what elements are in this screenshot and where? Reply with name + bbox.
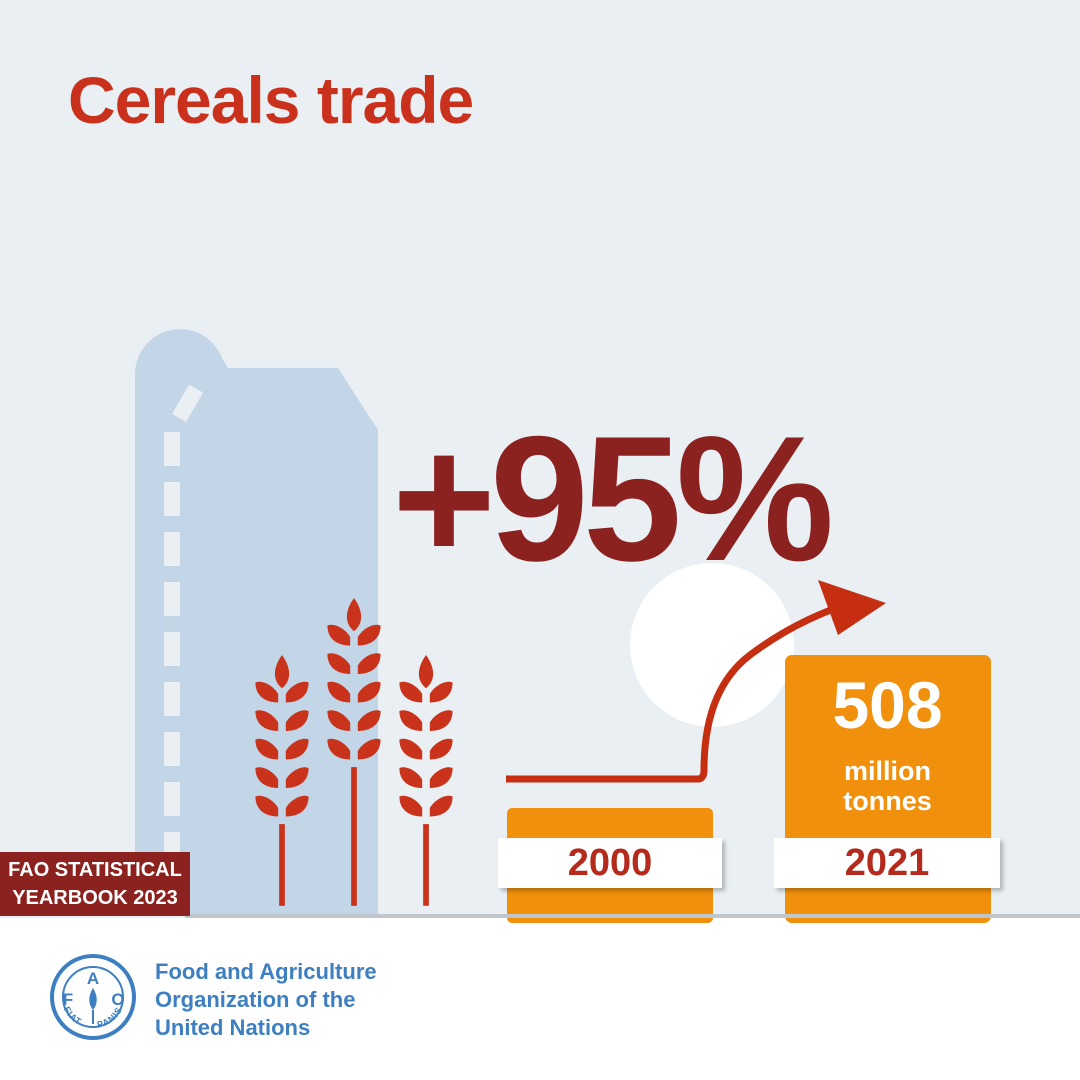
headline-stat: +95% <box>392 399 834 598</box>
organization-name: Food and Agriculture Organization of the… <box>155 958 377 1042</box>
emblem-letter-f: F <box>63 990 73 1009</box>
emblem-letter-o: O <box>111 990 124 1009</box>
bar-2021-value: 508 <box>832 668 943 742</box>
wheat-stalk-icon <box>327 598 381 906</box>
year-label-2021: 2021 <box>774 838 1000 888</box>
emblem-letter-a: A <box>87 969 99 988</box>
bar-2021-unit-line1: million <box>844 756 931 786</box>
wheat-stalk-icon <box>399 655 453 906</box>
org-name-line1: Food and Agriculture <box>155 959 377 984</box>
org-name-line3: United Nations <box>155 1015 311 1040</box>
grain-silo-icon <box>134 329 378 917</box>
sun-icon <box>630 563 794 727</box>
year-label-2000: 2000 <box>498 838 722 888</box>
org-name-line2: Organization of the <box>155 987 356 1012</box>
badge-line1: FAO STATISTICAL <box>8 859 182 881</box>
wheat-stalk-icon <box>255 655 309 906</box>
page-title: Cereals trade <box>68 63 474 137</box>
yearbook-badge: FAO STATISTICAL YEARBOOK 2023 <box>0 852 190 916</box>
badge-line2: YEARBOOK 2023 <box>12 887 178 909</box>
fao-emblem-icon: A F O FIAT PANIS <box>50 954 136 1040</box>
bar-2021-unit-line2: tonnes <box>843 786 932 816</box>
growth-arrow-icon <box>506 580 886 783</box>
